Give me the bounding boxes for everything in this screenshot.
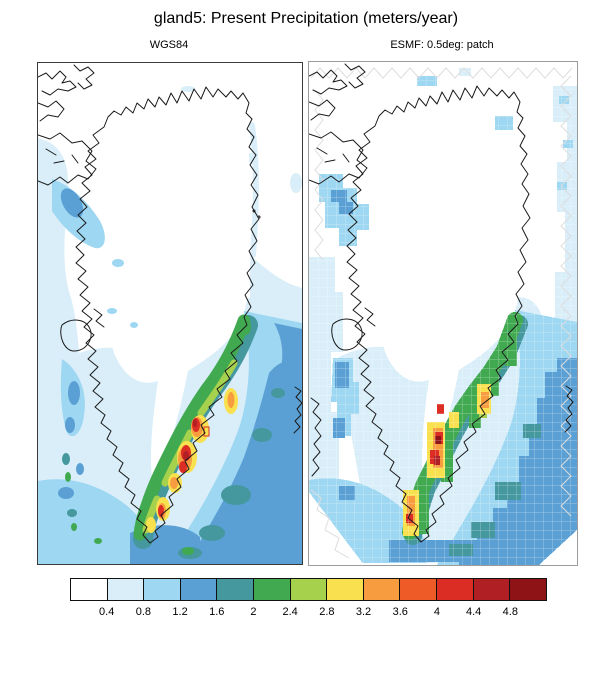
map-panel-esmf-patch (308, 61, 578, 566)
colorbar-cell (143, 579, 180, 600)
colorbar-tick-label: 4 (433, 606, 440, 618)
baffin-coastline (310, 397, 322, 477)
esmf-patch-map (309, 62, 577, 565)
colorbar-cell (326, 579, 363, 600)
greenland-coastline (75, 86, 260, 544)
colorbar-cell (472, 579, 510, 600)
colorbar-cell (289, 579, 327, 600)
colorbar-tick-label: 1.6 (209, 606, 225, 618)
map-panel-wgs84 (37, 62, 303, 565)
disko-island-coastline (331, 307, 376, 351)
islet (252, 209, 256, 213)
colorbar-tick-label: 2.8 (319, 606, 335, 618)
iceland-coastline (564, 385, 574, 433)
precipitation-fill-layers (38, 86, 302, 564)
colorbar-tick-label: 4.4 (465, 606, 482, 618)
greenland-coastline (346, 85, 531, 543)
left-panel-label: WGS84 (149, 39, 189, 51)
colorbar-cell (362, 579, 400, 600)
ellesmere-coastline (309, 69, 348, 95)
colorbar-cell (71, 579, 107, 600)
colorbar-tick-label: 3.6 (392, 606, 408, 618)
precipitation-patch-layers (309, 62, 577, 565)
colorbar-tick-label: 2 (250, 606, 257, 618)
colorbar (70, 578, 547, 601)
colorbar-tick-label: 0.4 (99, 606, 115, 618)
canada-coastline (38, 64, 95, 122)
patch-domain-edge (310, 67, 573, 559)
coastline-layer (38, 64, 302, 544)
colorbar-cell (253, 579, 290, 600)
wgs84-map (38, 64, 302, 564)
canada-fjords-coastline (309, 131, 368, 185)
colorbar-cell (399, 579, 437, 600)
disko-island-coastline (60, 308, 105, 352)
canada-fjords-coastline (38, 132, 97, 186)
canada-coastline (309, 63, 366, 121)
colorbar-tick-label: 1.2 (172, 606, 188, 618)
iceland-coastline (293, 386, 302, 434)
colorbar-tick-label: 3.2 (355, 606, 372, 618)
colorbar-tick-labels: 0.4 0.8 1.2 1.6 2 2.4 2.8 3.2 3.6 4 4.4 4.8 (70, 606, 547, 620)
colorbar-tick-label: 0.8 (135, 606, 152, 618)
right-panel-label: ESMF: 0.5deg: patch (390, 39, 494, 51)
colorbar-tick-label: 2.4 (282, 606, 298, 618)
colorbar-cell (436, 579, 473, 600)
colorbar-cell (216, 579, 254, 600)
coastline-layer (309, 63, 574, 543)
colorbar-cell (179, 579, 217, 600)
islet (257, 215, 261, 219)
colorbar-cell (509, 579, 546, 600)
colorbar-tick-label: 4.8 (502, 606, 518, 618)
page-title: gland5: Present Precipitation (meters/ye… (153, 10, 459, 27)
colorbar-cell (106, 579, 144, 600)
ellesmere-coastline (38, 70, 77, 96)
